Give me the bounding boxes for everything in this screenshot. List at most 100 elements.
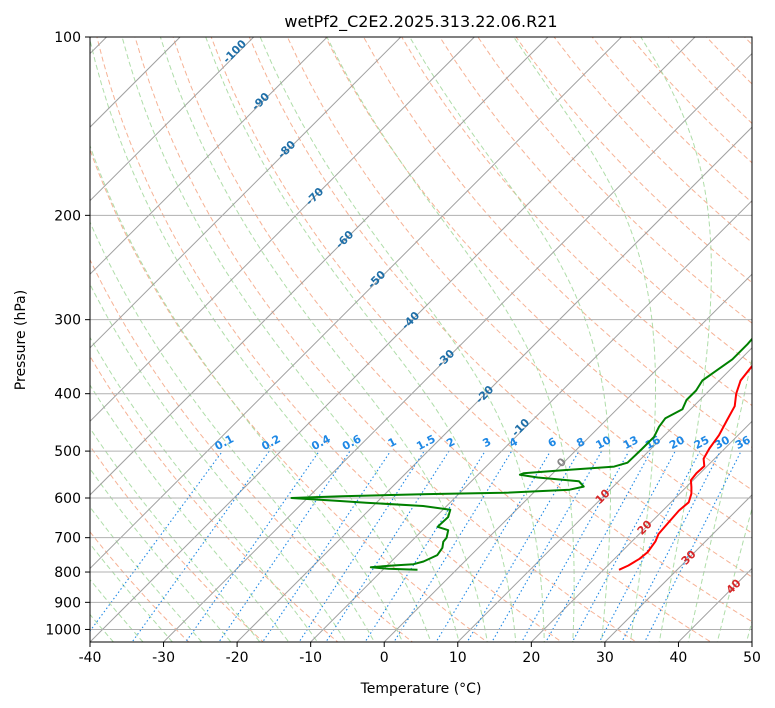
plot-frame (89, 36, 753, 643)
moist-adiabat (90, 543, 174, 642)
warm-isotherm-label: 20 (635, 517, 655, 537)
y-tick-label: 400 (54, 387, 81, 403)
isotherm-label: -50 (365, 268, 388, 291)
isotherm-line (236, 126, 752, 642)
dry-adiabat (515, 37, 752, 284)
mixing-ratio-line (218, 450, 351, 642)
y-tick-label: 500 (54, 444, 81, 460)
dry-adiabat (325, 37, 752, 491)
x-tick-label: 10 (449, 650, 467, 666)
mixing-ratio-label: 13 (621, 433, 641, 452)
dry-adiabat (286, 37, 752, 534)
mixing-ratio-label: 25 (692, 433, 712, 452)
mixing-ratio-label: 3 (480, 435, 493, 450)
isotherm-label: -90 (249, 90, 272, 113)
mixing-ratio-label: 30 (712, 433, 732, 452)
isotherm-line (751, 641, 752, 642)
mixing-ratio-line (262, 450, 391, 642)
isotherm-line (90, 37, 475, 423)
moist-adiabat (90, 578, 144, 642)
mixing-ratio-line (545, 450, 652, 642)
mixing-ratio-line (521, 450, 630, 642)
y-tick-label: 200 (54, 208, 81, 224)
warm-isotherm-label: 0 (554, 455, 569, 470)
isotherm-line (457, 347, 752, 642)
dry-adiabat (172, 37, 712, 642)
profile-lines (290, 337, 752, 571)
y-tick-label: 700 (54, 531, 81, 547)
dry-adiabat (134, 37, 638, 642)
background-lines (90, 37, 752, 642)
isotherm-line (310, 199, 752, 642)
y-tick-label: 900 (54, 595, 81, 611)
y-tick-label: 600 (54, 491, 81, 507)
grid-lines (90, 37, 752, 630)
isotherm-label: -80 (275, 138, 298, 161)
mixing-ratio-label: 0.6 (340, 432, 364, 453)
y-tick-label: 1000 (45, 622, 81, 638)
moist-adiabat (90, 220, 375, 642)
moist-adiabat (121, 37, 460, 642)
isotherm-line (604, 494, 752, 642)
dry-adiabat (96, 37, 563, 642)
y-tick-label: 100 (54, 30, 81, 46)
moist-adiabat (687, 356, 752, 642)
x-axis-label: Temperature (°C) (360, 681, 482, 697)
x-tick-label: 50 (743, 650, 761, 666)
mixing-ratio-label: 1 (386, 435, 399, 450)
x-tick-label: 0 (380, 650, 389, 666)
dry-adiabat (90, 531, 190, 642)
x-tick-label: 40 (670, 650, 688, 666)
mixing-ratio-line (571, 450, 676, 642)
x-tick-label: 20 (522, 650, 540, 666)
x-tick-label: -20 (226, 650, 249, 666)
mixing-ratio-line (491, 450, 603, 642)
chart-title: wetPf2_C2E2.2025.313.22.06.R21 (284, 12, 557, 32)
mixing-ratio-line (466, 450, 580, 642)
dry-adiabat (401, 37, 752, 407)
y-tick-label: 300 (54, 313, 81, 329)
mixing-ratio-label: 16 (643, 433, 663, 452)
mixing-ratio-line (643, 450, 742, 642)
mixing-ratio-label: 0.4 (309, 432, 333, 453)
x-tick-label: 30 (596, 650, 614, 666)
isotherm-label: -100 (220, 37, 249, 66)
isotherm-line (90, 37, 328, 275)
mixing-ratio-label: 6 (546, 435, 559, 450)
isotherm-line (90, 37, 402, 349)
moist-adiabat (640, 37, 712, 642)
isotherm-line (90, 37, 622, 570)
isotherm-line (383, 273, 752, 642)
moist-adiabat (90, 336, 319, 642)
moist-adiabat (90, 427, 261, 642)
mixing-ratio-line (185, 450, 320, 642)
temperature-profile-line (618, 364, 752, 571)
dry-adiabat (439, 37, 752, 365)
mixing-ratio-label: 1.5 (414, 432, 437, 453)
dry-adiabat (553, 37, 752, 244)
mixing-ratio-line (325, 450, 450, 642)
isotherm-line (163, 52, 752, 642)
moist-adiabat (326, 37, 575, 642)
background-labels: 0.1 0.2 0.4 0.6 1 1.5 2 3 4 6 8 10 13 16 20 25 30 36-100-… (213, 37, 753, 597)
moist-adiabat (90, 384, 290, 642)
moist-adiabat (716, 506, 752, 642)
moist-adiabat (90, 467, 232, 642)
dry-adiabat (90, 355, 339, 642)
isotherm-line (90, 37, 255, 202)
dewpoint-profile-line (290, 337, 752, 571)
moist-adiabat (745, 619, 752, 642)
dry-adiabat (90, 258, 414, 642)
mixing-ratio-label: 36 (733, 433, 753, 452)
mixing-ratio-line (90, 450, 223, 632)
isotherm-line (530, 420, 752, 642)
mixing-ratio-line (435, 450, 551, 642)
x-tick-label: -10 (299, 650, 322, 666)
moist-adiabat (159, 37, 488, 642)
y-axis-label: Pressure (hPa) (13, 290, 29, 390)
x-axis: -40 -30 -20 -10 0 10 20 30 40 50 (79, 642, 761, 666)
mixing-ratio-label: 10 (594, 433, 614, 452)
mixing-ratio-line (393, 450, 513, 642)
y-tick-label: 800 (54, 565, 81, 581)
